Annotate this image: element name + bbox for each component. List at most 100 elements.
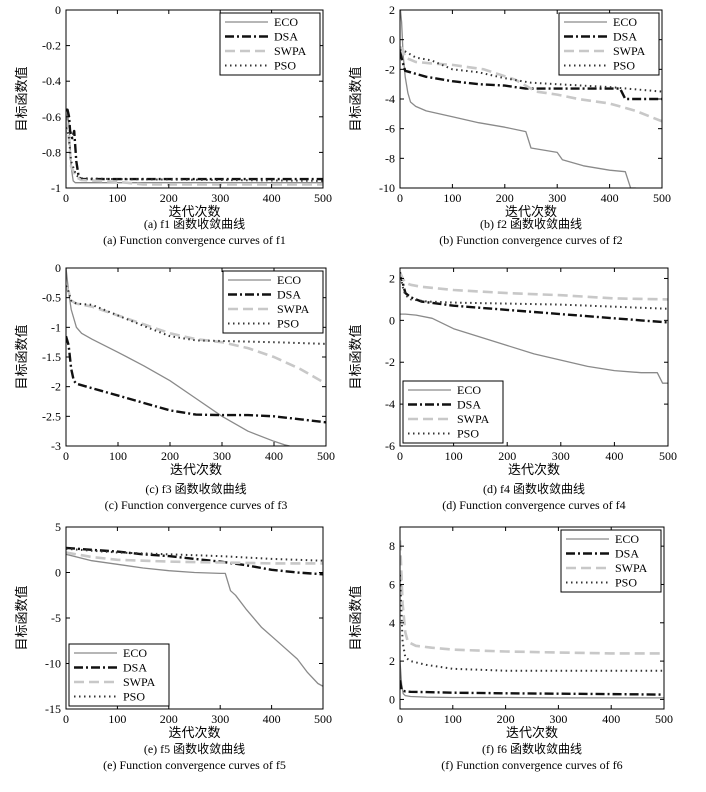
y-tick-label: -2 — [51, 380, 61, 394]
caption-english: (d) Function convergence curves of f4 — [442, 498, 625, 512]
y-tick-label: -0.4 — [42, 74, 61, 88]
x-tick-label: 500 — [314, 712, 332, 726]
legend-box — [558, 12, 660, 76]
legend-label-eco: ECO — [274, 15, 298, 29]
series-line-dsa — [66, 335, 326, 424]
series-line-pso — [66, 127, 323, 182]
series-group — [66, 108, 323, 186]
legend-label-swpa: SWPA — [613, 44, 646, 58]
y-tick-label: 2 — [389, 3, 395, 17]
y-axis-label: 目标函数值 — [14, 66, 29, 131]
legend-label-dsa: DSA — [274, 30, 298, 44]
legend-label-dsa: DSA — [615, 547, 639, 561]
y-tick-label: -5 — [51, 611, 61, 625]
x-tick-label: 100 — [445, 449, 463, 463]
legend-label-eco: ECO — [457, 383, 481, 397]
y-axis-label: 目标函数值 — [348, 324, 363, 389]
x-tick-label: 100 — [109, 449, 127, 463]
x-tick-label: 300 — [549, 712, 567, 726]
x-tick-label: 400 — [602, 712, 620, 726]
series-line-swpa — [400, 540, 664, 655]
legend-label-pso: PSO — [613, 59, 635, 73]
y-tick-label: -3 — [51, 439, 61, 453]
plot-frame — [65, 9, 324, 189]
x-tick-label: 200 — [498, 449, 516, 463]
x-tick-label: 100 — [108, 712, 126, 726]
y-tick-label: -0.8 — [42, 145, 61, 159]
x-tick-label: 100 — [443, 191, 461, 205]
caption-chinese: (a) f1 函数收敛曲线 — [144, 216, 245, 231]
series-line-dsa — [66, 546, 323, 576]
y-tick-label: 2 — [389, 271, 395, 285]
y-axis-label: 目标函数值 — [14, 324, 29, 389]
y-tick-label: -1 — [51, 181, 61, 195]
x-tick-label: 0 — [63, 449, 69, 463]
y-tick-label: 0 — [55, 261, 61, 275]
series-line-dsa — [400, 271, 668, 324]
chart-panel-4: 0 100 200 300 400 500 2 0 -2 -4 -6 迭代次数 目标函数值 (d) f4 … — [348, 267, 677, 512]
y-tick-label: -0.5 — [42, 291, 61, 305]
y-tick-label: -6 — [385, 122, 395, 136]
y-tick-label: -4 — [385, 397, 395, 411]
series-group — [66, 546, 323, 687]
y-tick-label: 5 — [55, 520, 61, 534]
legend-box — [222, 270, 324, 334]
legend-box — [219, 12, 321, 76]
legend-label-eco: ECO — [123, 646, 147, 660]
legend-label-swpa: SWPA — [274, 44, 307, 58]
legend-label-dsa: DSA — [457, 398, 481, 412]
legend-label-pso: PSO — [123, 690, 145, 704]
y-tick-label: -10 — [45, 657, 61, 671]
legend-label-swpa: SWPA — [277, 302, 310, 316]
series-line-eco — [66, 553, 323, 687]
series-line-swpa — [400, 45, 662, 123]
x-axis-label: 迭代次数 — [168, 204, 220, 219]
y-tick-label: -1.5 — [42, 350, 61, 364]
legend-label-dsa: DSA — [613, 30, 637, 44]
legend-label-pso: PSO — [274, 59, 296, 73]
legend-label-dsa: DSA — [277, 288, 301, 302]
y-tick-label: -15 — [45, 702, 61, 716]
x-tick-label: 300 — [211, 712, 229, 726]
chart-panel-5: 0 100 200 300 400 500 5 0 -5 -10 -15 迭代次数 目标函数值 (e) f… — [14, 520, 332, 772]
x-tick-label: 0 — [63, 191, 69, 205]
x-tick-label: 500 — [655, 712, 673, 726]
series-line-eco — [400, 313, 668, 384]
y-tick-label: -0.6 — [42, 110, 61, 124]
x-tick-label: 300 — [211, 191, 229, 205]
y-axis-label: 目标函数值 — [348, 585, 363, 650]
series-group — [400, 10, 662, 188]
caption-english: (b) Function convergence curves of f2 — [439, 233, 622, 247]
caption-chinese: (c) f3 函数收敛曲线 — [145, 481, 246, 496]
caption-english: (f) Function convergence curves of f6 — [441, 758, 622, 772]
series-line-eco — [66, 112, 323, 184]
plot-frame — [399, 267, 669, 447]
caption-chinese: (f) f6 函数收敛曲线 — [482, 741, 582, 756]
x-tick-label: 0 — [397, 449, 403, 463]
legend-box — [560, 529, 662, 593]
caption-chinese: (d) f4 函数收敛曲线 — [483, 481, 585, 496]
x-tick-label: 200 — [161, 449, 179, 463]
x-tick-label: 200 — [497, 712, 515, 726]
y-tick-label: 4 — [389, 616, 395, 630]
legend-label-eco: ECO — [615, 532, 639, 546]
y-tick-label: 0 — [55, 566, 61, 580]
series-group — [66, 268, 326, 446]
x-tick-label: 300 — [548, 191, 566, 205]
series-line-swpa — [66, 551, 323, 565]
series-line-swpa — [66, 285, 326, 385]
y-tick-label: -4 — [385, 92, 395, 106]
y-tick-label: -10 — [379, 181, 395, 195]
legend-label-swpa: SWPA — [615, 561, 648, 575]
chart-panel-2: 0 100 200 300 400 500 2 0 -2 -4 -6 -8 -10 迭代次数 目标函数值 (b… — [348, 3, 671, 247]
series-group — [400, 540, 664, 699]
plot-frame — [399, 526, 665, 710]
caption-chinese: (b) f2 函数收敛曲线 — [480, 216, 582, 231]
x-tick-label: 100 — [444, 712, 462, 726]
legend-label-dsa: DSA — [123, 661, 147, 675]
